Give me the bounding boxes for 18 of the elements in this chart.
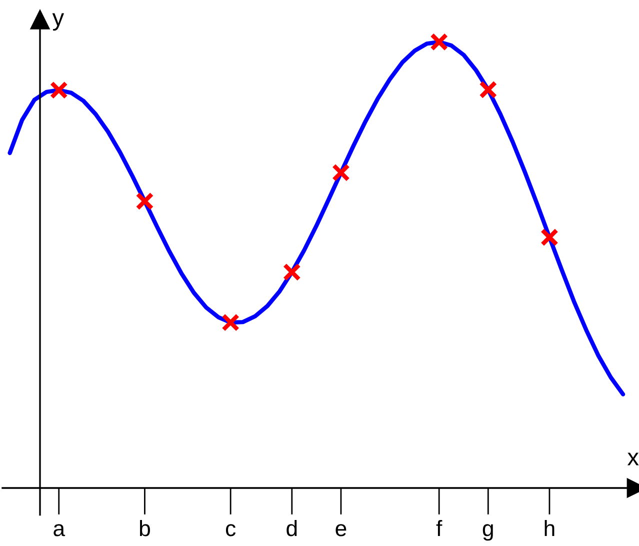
x-tick-label: a bbox=[54, 524, 66, 536]
point bbox=[222, 313, 240, 332]
x-tick-label: b bbox=[140, 520, 150, 536]
point bbox=[332, 164, 350, 182]
x-tick-label: d bbox=[286, 520, 297, 536]
point bbox=[50, 81, 68, 100]
point bbox=[136, 192, 154, 210]
x-axis-title: x bbox=[627, 452, 639, 466]
point bbox=[282, 263, 301, 282]
point bbox=[479, 80, 498, 99]
point bbox=[430, 32, 448, 51]
y-axis-title: y bbox=[52, 13, 64, 31]
point bbox=[540, 228, 558, 246]
x-tick-label: c bbox=[226, 524, 236, 536]
x-tick-label: h bbox=[544, 520, 554, 536]
x-tick-label: f bbox=[436, 520, 442, 536]
x-tick-label: g bbox=[482, 524, 493, 541]
x-tick-label: e bbox=[336, 524, 346, 536]
